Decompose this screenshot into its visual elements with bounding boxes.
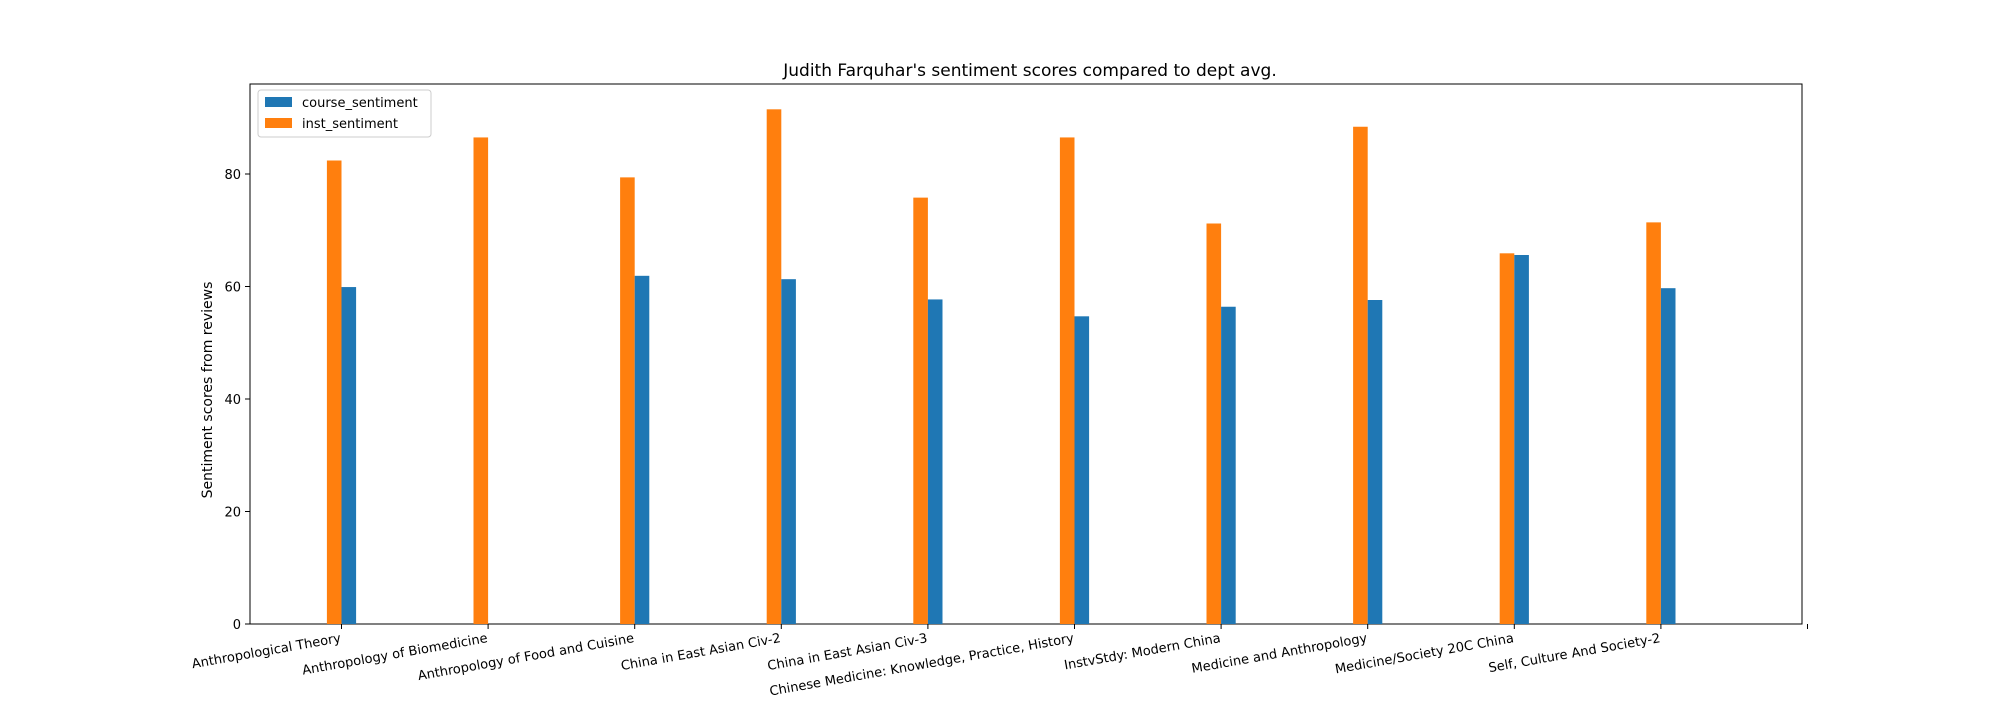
y-tick-label: 40 (224, 393, 241, 408)
legend-box (257, 89, 432, 138)
bar-course-sentiment (1660, 288, 1676, 624)
legend-swatch (265, 118, 292, 128)
x-tick-label: China in East Asian Civ-2 (620, 631, 782, 674)
y-tick-label: 0 (233, 618, 241, 633)
bar-inst-sentiment (1499, 253, 1515, 624)
legend-label: inst_sentiment (302, 117, 398, 132)
bar-course-sentiment (1074, 316, 1090, 624)
plot-frame (249, 83, 1803, 625)
chart-title: Judith Farquhar's sentiment scores compa… (782, 61, 1276, 81)
bar-course-sentiment (1514, 255, 1529, 624)
bar-course-sentiment (341, 287, 357, 624)
y-axis-label: Sentiment scores from reviews (200, 282, 216, 499)
bar-inst-sentiment (913, 197, 928, 624)
legend: course_sentiment inst_sentiment (257, 89, 432, 138)
bar-inst-sentiment (1059, 137, 1075, 624)
bar-inst-sentiment (620, 177, 635, 624)
legend-swatch (265, 97, 292, 107)
y-tick-label: 80 (224, 168, 241, 183)
legend-label: course_sentiment (302, 96, 418, 111)
bar-inst-sentiment (473, 137, 489, 624)
bar-inst-sentiment (1646, 222, 1661, 624)
bar-course-sentiment (634, 275, 650, 624)
bar-course-sentiment (1221, 306, 1236, 624)
bar-course-sentiment (927, 299, 943, 624)
y-tick-label: 20 (224, 506, 241, 521)
bar-inst-sentiment (1206, 223, 1222, 624)
bar-course-sentiment (781, 279, 796, 624)
bar-course-sentiment (1367, 300, 1383, 624)
bar-inst-sentiment (1353, 126, 1368, 624)
bar-inst-sentiment (766, 109, 782, 624)
y-tick-label: 60 (224, 281, 241, 296)
bar-inst-sentiment (326, 160, 342, 624)
